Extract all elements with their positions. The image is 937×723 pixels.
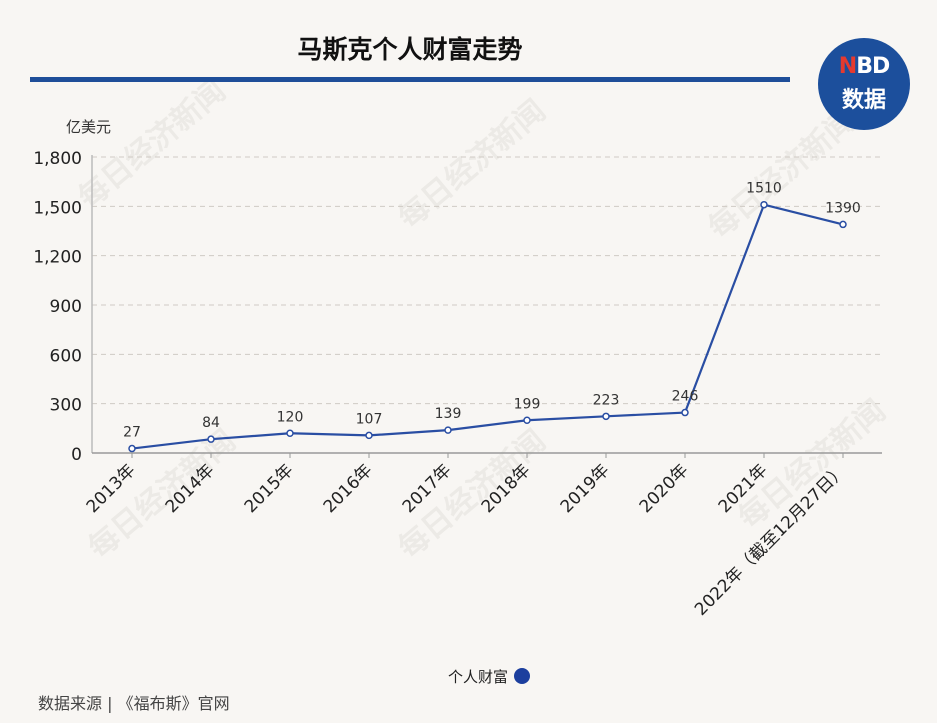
data-point [760, 200, 768, 209]
data-point [286, 429, 294, 438]
data-label: 139 [435, 406, 462, 422]
data-point [207, 435, 215, 443]
x-tick-label: 2016年 [320, 460, 377, 517]
data-label: 107 [356, 411, 383, 427]
data-label: 84 [202, 415, 220, 431]
y-tick-label: 0 [71, 445, 82, 465]
chart-title: 马斯克个人财富走势 [297, 35, 523, 64]
x-tick-label: 2018年 [478, 460, 535, 517]
title-underline [30, 77, 790, 82]
x-tick-label: 2015年 [241, 460, 298, 517]
y-tick-label: 900 [50, 297, 82, 317]
data-point [128, 444, 136, 453]
x-tick-label: 2021年 [715, 460, 772, 517]
data-label: 246 [672, 389, 699, 405]
data-point [365, 431, 373, 440]
x-tick-label: 2020年 [636, 460, 693, 517]
nbd-logo: NBD 数据 [818, 38, 910, 130]
data-point [839, 220, 847, 229]
legend-marker [514, 668, 530, 684]
y-axis-label: 亿美元 [66, 118, 111, 136]
y-tick-label: 300 [50, 396, 82, 416]
x-tick-label: 2013年 [83, 460, 140, 517]
y-tick-label: 1,500 [33, 198, 82, 218]
data-point [523, 416, 531, 425]
data-label: 1510 [746, 181, 782, 197]
y-tick-label: 1,200 [33, 248, 82, 268]
data-point [681, 408, 689, 417]
legend-label: 个人财富 [448, 668, 508, 686]
data-point [602, 412, 610, 421]
x-tick-label: 2017年 [399, 460, 456, 517]
x-tick-label: 2019年 [557, 460, 614, 517]
y-tick-label: 1,800 [33, 149, 82, 169]
data-label: 120 [277, 409, 304, 425]
y-tick-label: 600 [50, 346, 82, 366]
data-label: 223 [593, 392, 620, 408]
x-tick-label: 2022年（截至12月27日） [691, 460, 850, 619]
data-label: 199 [514, 396, 541, 412]
data-label: 1390 [825, 200, 861, 216]
data-source: 数据来源 | 《福布斯》官网 [38, 694, 230, 713]
data-point [444, 426, 452, 434]
x-tick-label: 2014年 [162, 460, 219, 517]
series-line [131, 203, 844, 450]
data-label: 27 [123, 425, 141, 441]
